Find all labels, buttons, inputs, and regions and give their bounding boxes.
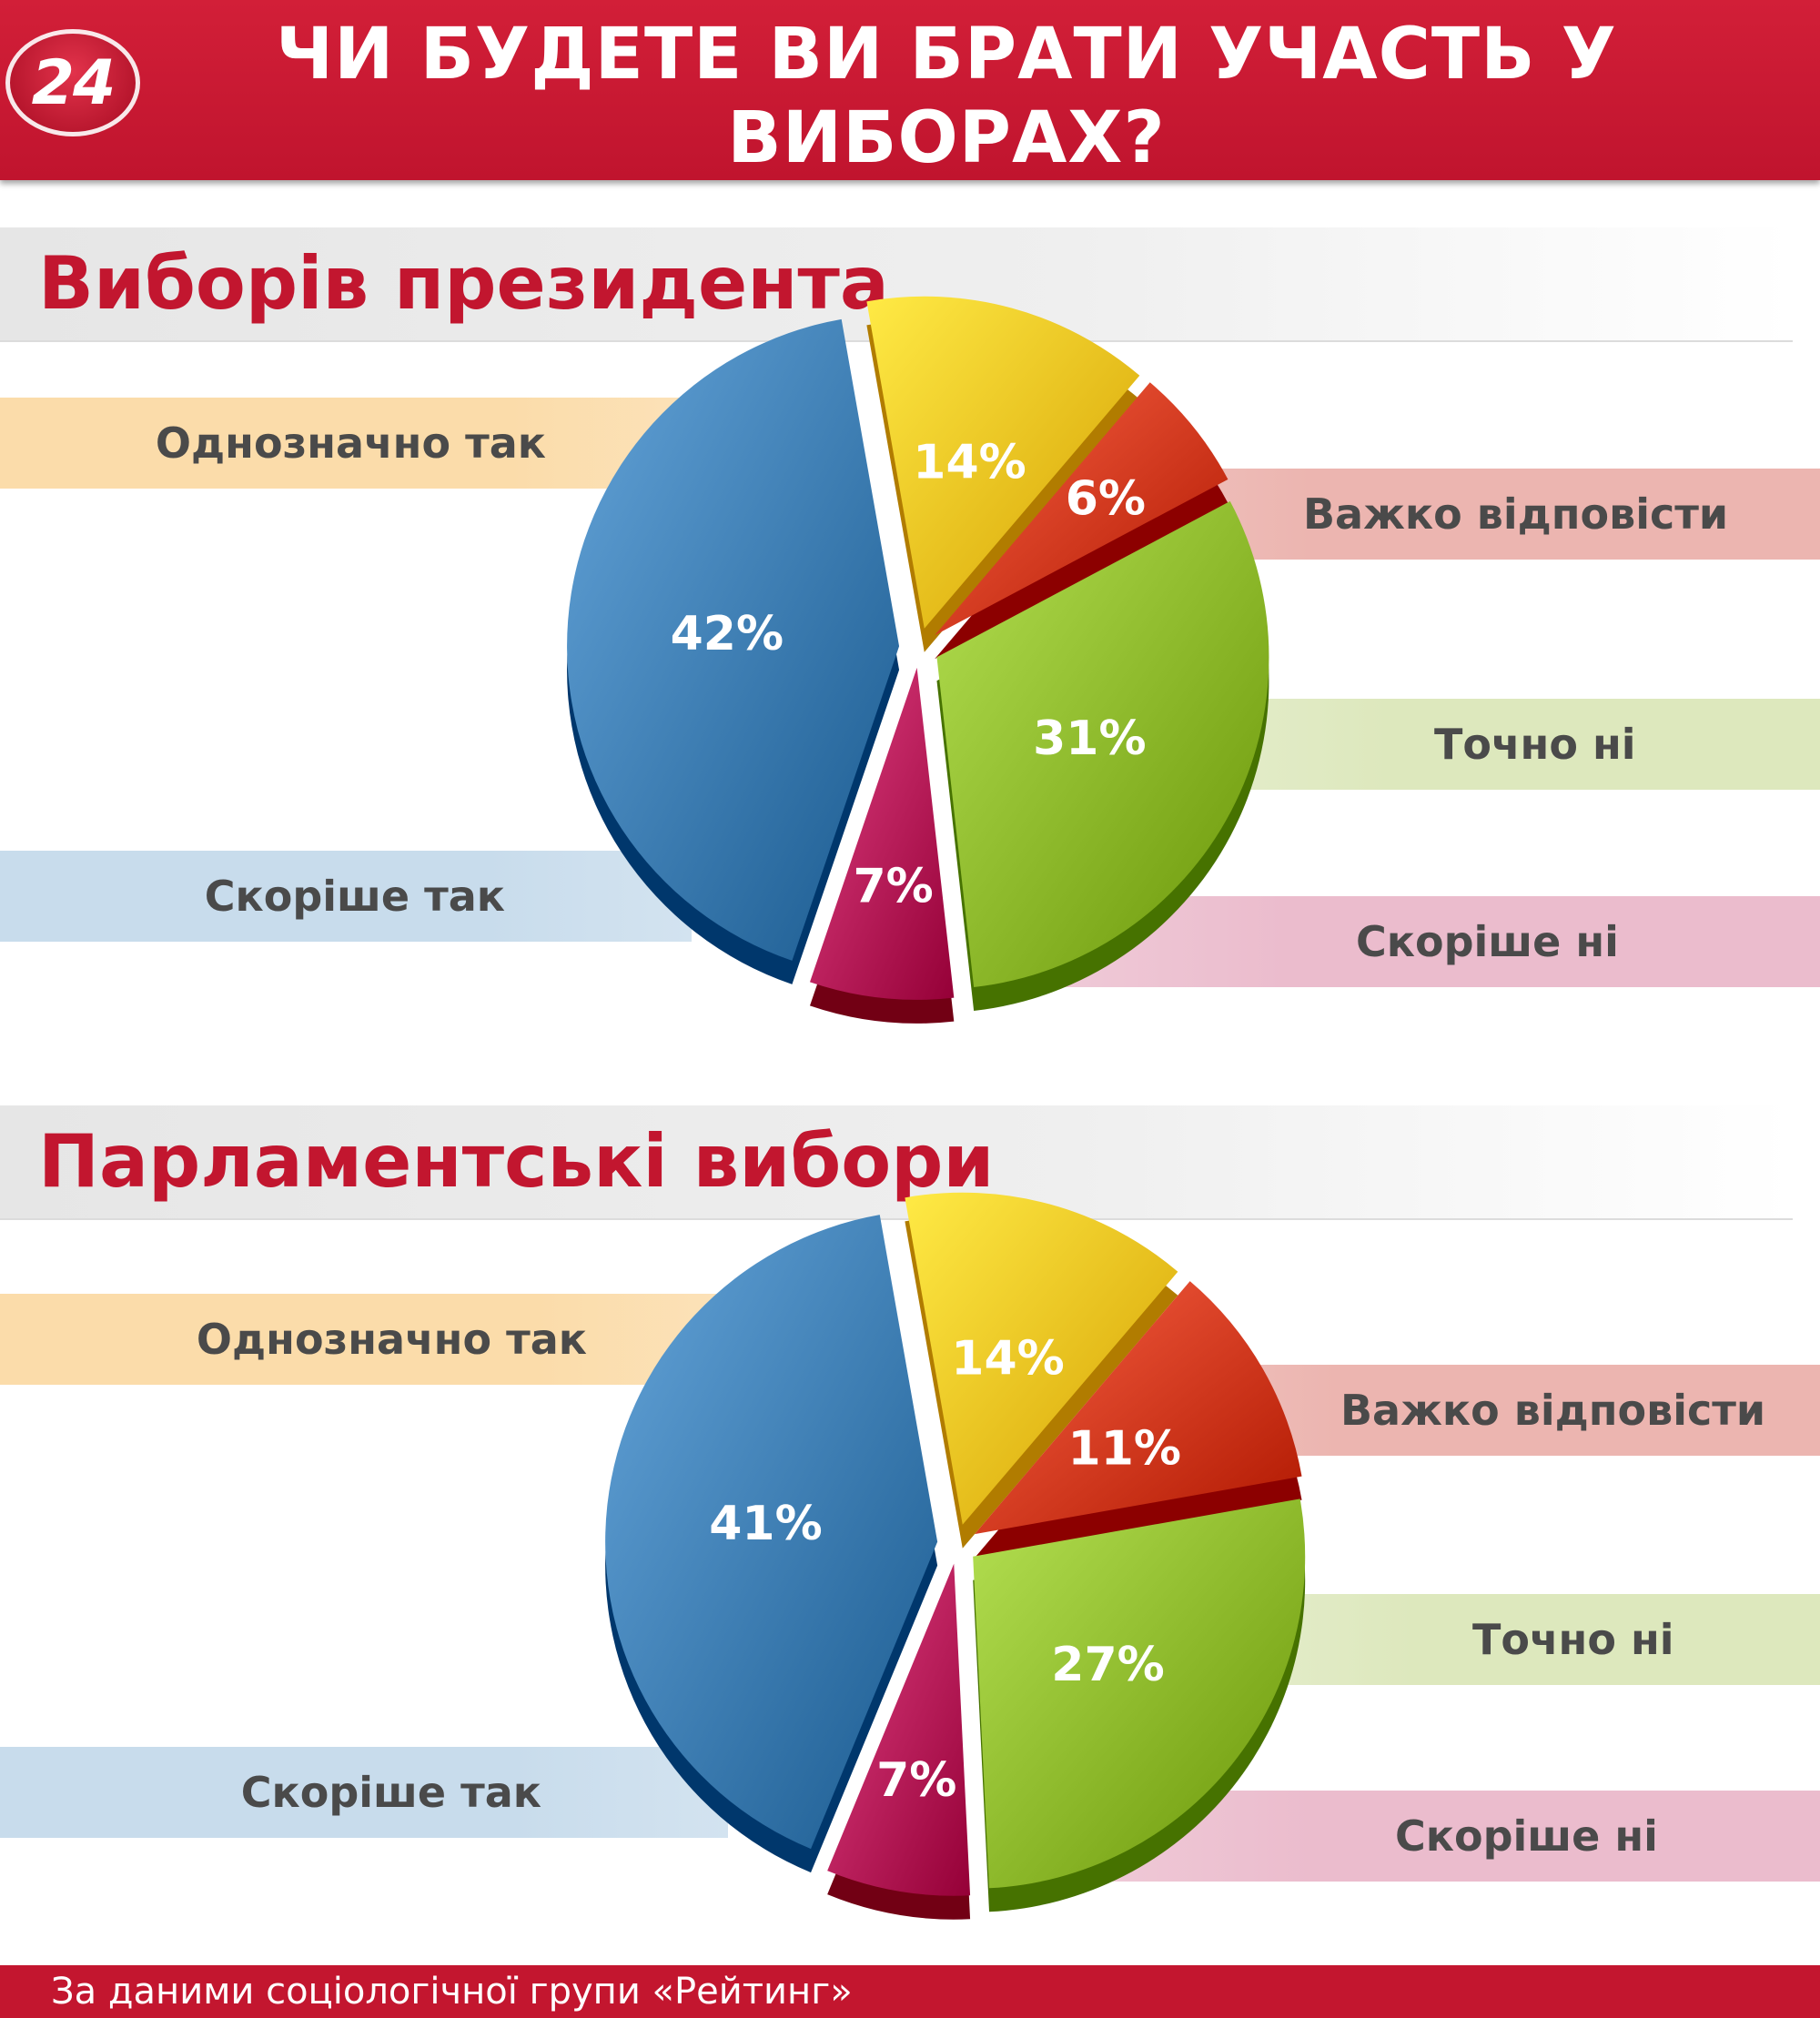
data-label-definitely-no-2: 27% <box>1051 1638 1164 1692</box>
slice-rather-no-1 <box>809 667 955 1000</box>
band-definitely-no-2: Точно ні <box>1238 1594 1820 1685</box>
band-rather-yes-1: Скоріше так <box>0 851 692 942</box>
section-title-parliament: Парламентські вибори <box>38 1119 995 1204</box>
slice-definitely-no-1 <box>936 500 1269 987</box>
section-title-president: Виборів президента <box>38 241 889 326</box>
data-label-definitely-no-1: 31% <box>1033 711 1146 766</box>
slice-definitely-yes-1 <box>866 296 1140 629</box>
label-definitely-no-1: Точно ні <box>1434 720 1636 769</box>
slice-hard-to-say-1 <box>935 382 1228 636</box>
data-label-definitely-yes-1: 14% <box>913 436 1026 490</box>
slice-rather-no-2 <box>827 1563 971 1896</box>
data-label-rather-no-2: 7% <box>876 1753 956 1808</box>
channel-24-logo: 24 <box>5 29 140 136</box>
slice-rather-yes-1 <box>567 318 900 961</box>
slice-definitely-yes-2 <box>905 1192 1178 1525</box>
footer-bar: За даними соціологічної групи «Рейтинг» <box>0 1965 1820 2018</box>
label-rather-no-1: Скоріше ні <box>1356 917 1619 966</box>
data-label-rather-yes-2: 41% <box>709 1497 822 1551</box>
logo-text: 24 <box>31 46 116 119</box>
band-rather-yes-2: Скоріше так <box>0 1747 728 1838</box>
label-rather-yes-1: Скоріше так <box>204 872 505 921</box>
band-rather-no-1: Скоріше ні <box>1056 896 1820 987</box>
slice-rather-yes-2 <box>605 1215 938 1850</box>
section-bar-parliament: Парламентські вибори <box>0 1105 1793 1220</box>
label-definitely-yes-2: Однозначно так <box>196 1315 587 1364</box>
band-definitely-yes-1: Однозначно так <box>0 398 728 489</box>
label-rather-yes-2: Скоріше так <box>240 1768 541 1817</box>
slice-hard-to-say-2 <box>975 1281 1302 1535</box>
label-hard-to-say-2: Важко відповісти <box>1340 1386 1766 1435</box>
data-label-definitely-yes-2: 14% <box>951 1332 1064 1387</box>
header-banner: 24 ЧИ БУДЕТЕ ВИ БРАТИ УЧАСТЬ У ВИБОРАХ? <box>0 0 1820 180</box>
label-definitely-no-2: Точно ні <box>1472 1615 1674 1664</box>
label-rather-no-2: Скоріше ні <box>1395 1811 1658 1861</box>
title-line-2: ВИБОРАХ? <box>727 97 1166 179</box>
band-definitely-no-1: Точно ні <box>1201 699 1820 790</box>
source-note: За даними соціологічної групи «Рейтинг» <box>51 1971 853 2013</box>
data-label-hard-to-say-1: 6% <box>1066 471 1146 526</box>
data-label-rather-no-1: 7% <box>853 859 933 913</box>
page-title: ЧИ БУДЕТЕ ВИ БРАТИ УЧАСТЬ У ВИБОРАХ? <box>218 13 1674 180</box>
label-definitely-yes-1: Однозначно так <box>155 419 546 468</box>
slice-definitely-no-2 <box>973 1498 1306 1889</box>
band-definitely-yes-2: Однозначно так <box>0 1294 764 1385</box>
label-hard-to-say-1: Важко відповісти <box>1303 489 1729 539</box>
title-line-1: ЧИ БУДЕТЕ ВИ БРАТИ УЧАСТЬ У <box>276 14 1617 96</box>
data-label-hard-to-say-2: 11% <box>1068 1422 1181 1477</box>
data-label-rather-yes-1: 42% <box>671 607 784 661</box>
